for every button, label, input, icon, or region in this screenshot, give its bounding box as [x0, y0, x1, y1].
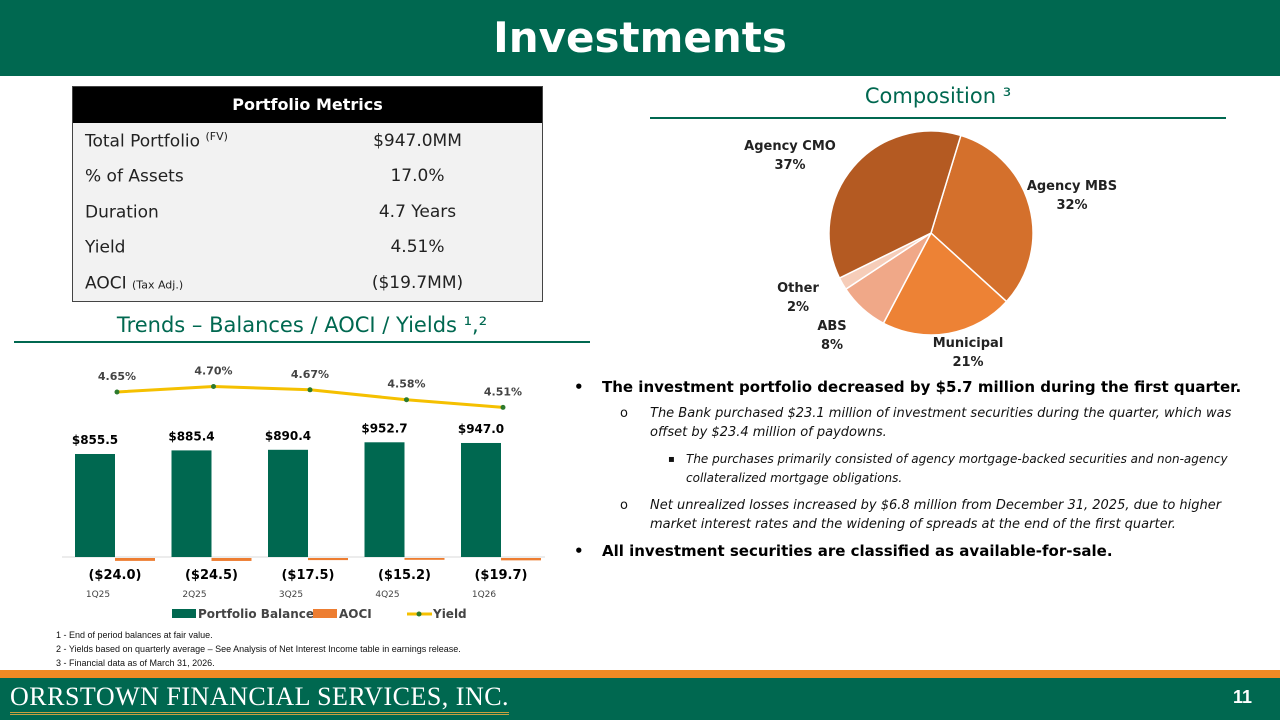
- aoci-label: ($19.7): [474, 568, 527, 583]
- slice-name: Agency MBS: [1027, 179, 1117, 194]
- yield-point: [114, 389, 120, 395]
- yield-label: 4.67%: [291, 368, 329, 381]
- bullet-item: The investment portfolio decreased by $5…: [572, 378, 1262, 396]
- table-row: Duration 4.7 Years: [73, 194, 542, 230]
- slice-percent: 37%: [774, 158, 805, 173]
- x-tick-label: 1Q26: [472, 590, 497, 600]
- slice-percent: 21%: [952, 355, 983, 370]
- trends-chart: $855.5 ($24.0) 1Q25 4.65% $885.4 ($24.5) 2Q25 4…: [62, 365, 545, 621]
- legend-aoci: AOCI: [339, 607, 372, 621]
- bullet-item: Net unrealized losses increased by $6.8 …: [572, 496, 1262, 534]
- footnote: 2 - Yields based on quarterly average – …: [56, 644, 461, 654]
- balance-label: $855.5: [72, 433, 118, 447]
- aoci-bar: [308, 558, 348, 561]
- slice-percent: 8%: [821, 338, 843, 353]
- footnotes: 1 - End of period balances at fair value…: [56, 628, 461, 670]
- slice-name: Agency CMO: [744, 139, 836, 154]
- legend-balance: Portfolio Balance: [198, 607, 314, 621]
- balance-bar: [364, 442, 405, 557]
- divider: [650, 117, 1226, 119]
- yield-point: [307, 387, 313, 393]
- pie-slice: [882, 231, 1008, 336]
- x-tick-label: 4Q25: [375, 590, 399, 600]
- aoci-bar: [211, 558, 252, 561]
- balance-label: $885.4: [168, 429, 214, 443]
- metric-label: Total Portfolio (FV): [85, 129, 228, 152]
- composition-pie-chart: Agency MBS 32% Municipal 21% ABS 8% Other 2% Age…: [744, 130, 1117, 370]
- x-tick-label: 3Q25: [279, 590, 303, 600]
- metric-label: Yield: [85, 238, 126, 259]
- slice-name: Municipal: [933, 336, 1004, 351]
- legend-yield-marker: [416, 611, 422, 617]
- yield-point: [211, 384, 216, 389]
- slice-percent: 2%: [787, 300, 809, 315]
- accent-bar: [0, 670, 1280, 678]
- aoci-label: ($24.0): [88, 568, 141, 583]
- aoci-bar: [404, 558, 445, 560]
- yield-point: [500, 404, 506, 410]
- legend-yield: Yield: [432, 607, 467, 621]
- yield-label: 4.51%: [484, 385, 522, 398]
- footnote: 3 - Financial data as of March 31, 2026.: [56, 658, 215, 668]
- balance-label: $947.0: [458, 422, 504, 436]
- legend-swatch-balance: [172, 609, 196, 618]
- page-number: 11: [1232, 687, 1252, 707]
- pie-slice: [828, 130, 962, 280]
- yield-label: 4.58%: [387, 378, 425, 391]
- balance-bar: [75, 453, 115, 557]
- metric-value: ($19.7MM): [371, 272, 464, 293]
- slice-name: ABS: [817, 319, 846, 334]
- aoci-label: ($17.5): [281, 568, 334, 583]
- metric-value: 4.51%: [390, 237, 445, 258]
- slice-percent: 32%: [1056, 198, 1087, 213]
- balance-label: $952.7: [361, 421, 407, 435]
- slice-name: Other: [777, 281, 819, 296]
- table-row: Yield 4.51%: [73, 230, 542, 266]
- page-title: Investments: [0, 0, 1280, 76]
- footer: ORRSTOWN FINANCIAL SERVICES, INC. 11: [0, 678, 1280, 720]
- trends-title: Trends – Balances / AOCI / Yields ¹,²: [116, 313, 488, 337]
- composition-title: Composition ³: [864, 84, 1012, 108]
- table-header: Portfolio Metrics: [73, 87, 542, 123]
- yield-point: [404, 397, 409, 403]
- balance-label: $890.4: [265, 429, 311, 443]
- x-tick-label: 1Q25: [86, 590, 110, 600]
- company-logo: ORRSTOWN FINANCIAL SERVICES, INC.: [10, 682, 510, 715]
- footnote: 1 - End of period balances at fair value…: [56, 630, 213, 640]
- portfolio-metrics-table: Portfolio Metrics Total Portfolio (FV) $9…: [72, 86, 543, 302]
- yield-label: 4.70%: [194, 365, 232, 378]
- aoci-bar: [501, 558, 541, 561]
- table-row: % of Assets 17.0%: [73, 159, 542, 195]
- metric-value: $947.0MM: [373, 130, 462, 151]
- balance-bar: [171, 450, 212, 557]
- metric-value: 17.0%: [390, 166, 445, 187]
- yield-label: 4.65%: [98, 370, 136, 383]
- pie-slice: [930, 134, 1034, 303]
- bullet-item: All investment securities are classified…: [572, 542, 1262, 560]
- bullet-item: The purchases primarily consisted of age…: [572, 450, 1262, 488]
- balance-bar: [268, 449, 308, 557]
- legend-swatch-aoci: [313, 609, 337, 618]
- table-row: Total Portfolio (FV) $947.0MM: [73, 123, 542, 159]
- bullet-list: The investment portfolio decreased by $5…: [572, 378, 1262, 568]
- metric-value: 4.7 Years: [378, 201, 457, 222]
- bullet-item: The Bank purchased $23.1 million of inve…: [572, 404, 1262, 442]
- aoci-bar: [115, 558, 155, 561]
- balance-bar: [461, 442, 501, 557]
- table-row: AOCI (Tax Adj.) ($19.7MM): [73, 265, 542, 301]
- aoci-label: ($15.2): [378, 568, 431, 583]
- x-tick-label: 2Q25: [182, 590, 206, 600]
- divider: [14, 341, 590, 343]
- aoci-label: ($24.5): [185, 568, 238, 583]
- metric-label: % of Assets: [85, 167, 184, 188]
- metric-label: AOCI (Tax Adj.): [85, 273, 184, 294]
- metric-label: Duration: [85, 202, 159, 223]
